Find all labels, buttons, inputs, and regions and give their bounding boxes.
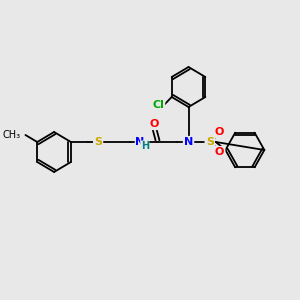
Text: S: S xyxy=(94,137,102,147)
Text: CH₃: CH₃ xyxy=(2,130,21,140)
Text: H: H xyxy=(141,141,149,151)
Text: Cl: Cl xyxy=(152,100,164,110)
Text: O: O xyxy=(150,119,159,129)
Text: N: N xyxy=(135,137,145,147)
Text: O: O xyxy=(215,147,224,157)
Text: O: O xyxy=(215,127,224,137)
Text: S: S xyxy=(206,137,214,147)
Text: N: N xyxy=(184,137,193,147)
